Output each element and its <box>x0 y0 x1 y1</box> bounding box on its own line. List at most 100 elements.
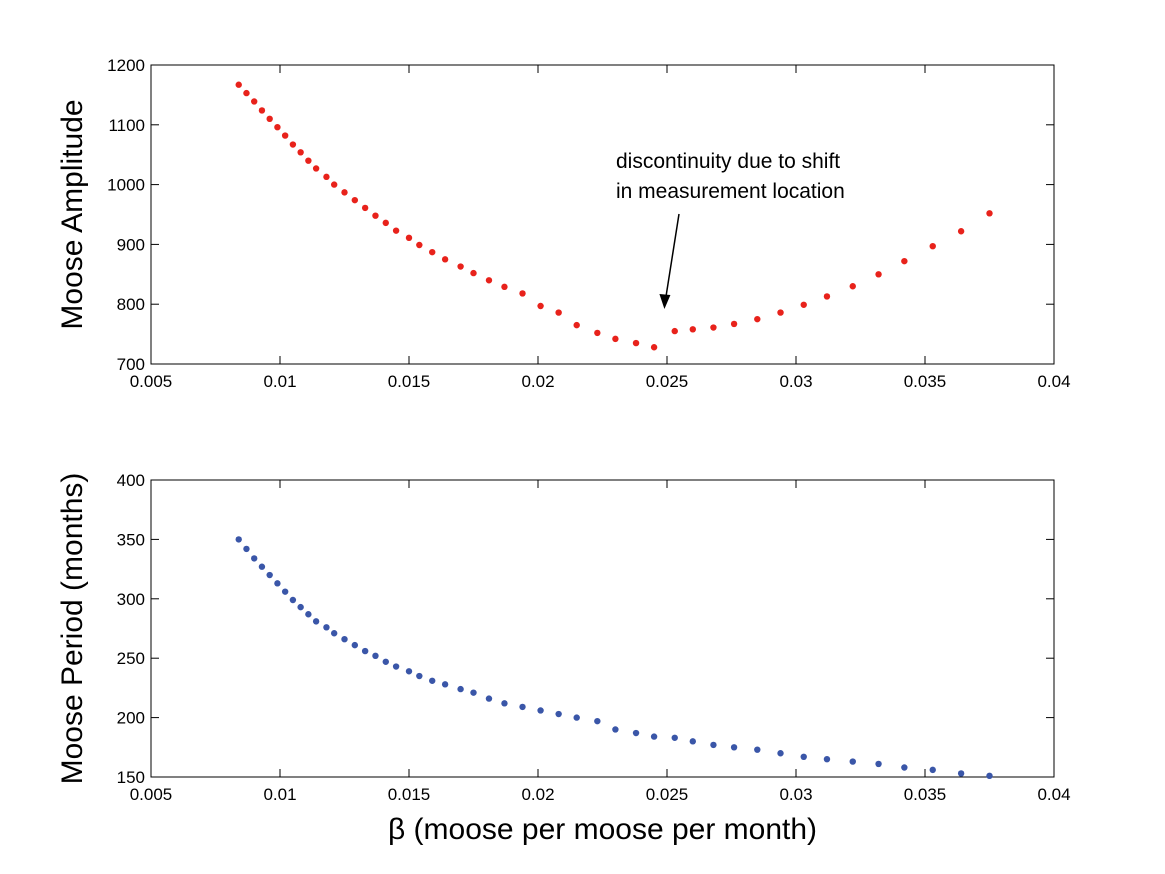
period-data-point <box>274 580 281 587</box>
amplitude-data-point <box>251 98 258 105</box>
amplitude-axes-frame <box>150 64 1055 365</box>
amplitude-data-point <box>929 242 936 250</box>
amplitude-data-point <box>612 335 619 343</box>
amplitude-data-point <box>392 227 400 234</box>
period-data-point <box>312 618 320 625</box>
period-data-point <box>632 729 640 737</box>
period-data-point <box>555 710 562 718</box>
period-data-point <box>429 677 436 684</box>
annotation-arrow-shaft <box>665 213 680 298</box>
y-tick-label: 150 <box>117 768 145 787</box>
amplitude-data-point <box>416 241 423 249</box>
amplitude-data-point <box>312 165 320 172</box>
y-tick-label: 800 <box>117 295 145 314</box>
amplitude-data-point <box>555 309 562 316</box>
amplitude-data-point <box>573 321 580 329</box>
period-data-point <box>351 641 359 649</box>
annotation-text: discontinuity due to shift <box>616 150 840 173</box>
period-data-point <box>323 624 330 631</box>
x-tick-label: 0.005 <box>130 785 173 804</box>
amplitude-data-point <box>405 234 413 242</box>
amplitude-data-point <box>875 271 882 278</box>
x-tick-label: 0.035 <box>904 372 947 391</box>
x-tick-label: 0.01 <box>263 372 296 391</box>
x-tick-label: 0.03 <box>779 372 812 391</box>
y-tick-label: 700 <box>117 355 145 374</box>
y-tick-label: 1100 <box>108 116 145 135</box>
period-data-point <box>330 630 338 637</box>
period-data-point <box>823 755 831 763</box>
amplitude-data-point <box>351 196 359 204</box>
period-plot: 0.005 0.01 0.015 0.02 0.025 0.03 0.035 0.04 150 2… <box>56 471 1071 846</box>
period-data-point <box>875 760 882 768</box>
amplitude-data-point <box>266 115 273 123</box>
period-y-axis-label: Moose Period (months) <box>56 473 89 785</box>
period-data-point <box>372 652 379 660</box>
amplitude-data-point <box>823 293 831 300</box>
amplitude-data-point <box>519 290 526 297</box>
period-data-point <box>457 685 464 693</box>
amplitude-data-point <box>330 181 338 188</box>
amplitude-data-point <box>537 302 544 310</box>
amplitude-data-point <box>361 204 369 212</box>
period-data-point <box>501 700 508 707</box>
amplitude-data-point <box>901 257 908 265</box>
period-data-point <box>405 668 413 675</box>
period-data-point <box>901 764 908 771</box>
x-tick-label: 0.025 <box>646 372 689 391</box>
amplitude-data-point <box>372 212 379 219</box>
period-data-point <box>650 733 658 740</box>
x-tick-label: 0.02 <box>521 785 554 804</box>
amplitude-data-point <box>650 344 658 351</box>
amplitude-data-point <box>274 123 281 131</box>
period-data-point <box>537 707 544 714</box>
period-data-point <box>710 741 717 749</box>
amplitude-data-point <box>235 81 242 88</box>
period-data-point <box>258 563 266 570</box>
period-data-point <box>266 571 273 579</box>
period-data-point <box>297 603 304 611</box>
x-tick-label: 0.005 <box>130 372 173 391</box>
amplitude-data-point <box>671 327 678 335</box>
period-data-point <box>281 588 289 595</box>
period-axes-frame <box>150 479 1055 778</box>
x-tick-label: 0.025 <box>646 785 689 804</box>
period-data-point <box>730 744 738 751</box>
period-data-point <box>392 663 400 670</box>
period-data-point <box>235 536 242 543</box>
x-tick-label: 0.015 <box>388 372 431 391</box>
amplitude-data-point <box>382 219 389 227</box>
x-tick-label: 0.04 <box>1037 372 1070 391</box>
period-data-point <box>243 545 250 553</box>
amplitude-y-axis-label: Moose Amplitude <box>56 99 89 329</box>
amplitude-data-point <box>429 248 436 256</box>
period-data-point <box>441 681 449 688</box>
amplitude-data-point <box>323 173 330 181</box>
amplitude-data-point <box>281 132 289 139</box>
annotation-arrow-head <box>659 293 671 309</box>
period-data-point <box>929 766 936 774</box>
amplitude-plot: 0.005 0.01 0.015 0.02 0.025 0.03 0.035 0.04 700 8… <box>56 56 1071 391</box>
x-tick-label: 0.035 <box>904 785 947 804</box>
amplitude-data-point <box>441 256 449 263</box>
amplitude-data-point <box>501 283 508 291</box>
period-data-point <box>594 717 601 725</box>
period-data-point <box>777 750 784 757</box>
period-data-point <box>957 770 965 777</box>
period-data-point <box>671 734 678 741</box>
annotation-text: in measurement location <box>616 180 845 203</box>
amplitude-data-point <box>777 309 784 316</box>
amplitude-data-point <box>754 315 761 323</box>
x-tick-label: 0.01 <box>263 785 296 804</box>
period-data-point <box>485 695 493 702</box>
period-data-point <box>573 714 580 721</box>
y-tick-label: 1000 <box>107 176 145 195</box>
period-data-point <box>689 738 696 745</box>
period-data-point <box>416 672 423 680</box>
amplitude-data-point <box>730 320 738 328</box>
period-data-point <box>754 746 761 753</box>
amplitude-data-point <box>457 263 464 270</box>
x-tick-label: 0.04 <box>1037 785 1070 804</box>
amplitude-data-point <box>243 89 250 97</box>
